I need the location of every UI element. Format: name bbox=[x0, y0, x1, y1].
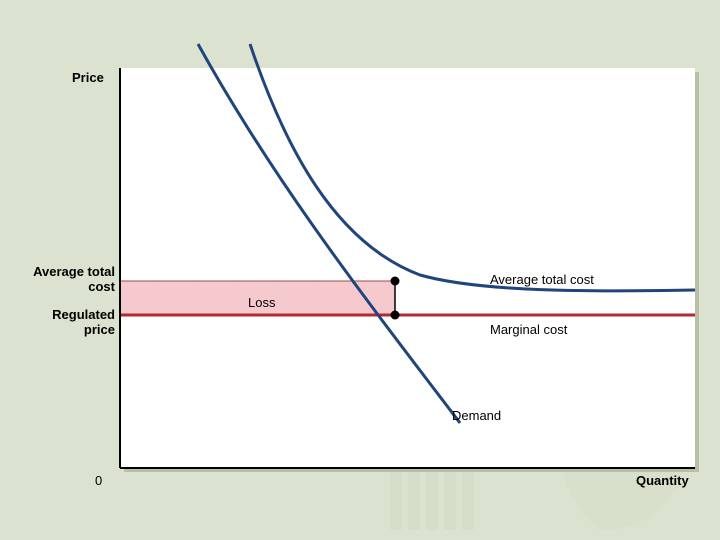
chart-svg bbox=[120, 68, 695, 468]
origin-label: 0 bbox=[95, 473, 102, 488]
demand-curve bbox=[198, 44, 460, 423]
y-axis-label: Price bbox=[72, 70, 104, 85]
atc-curve bbox=[250, 44, 695, 291]
point-mc bbox=[391, 311, 400, 320]
x-axis-label: Quantity bbox=[636, 473, 689, 488]
regulated-axis-label-text: Regulatedprice bbox=[52, 307, 115, 337]
plot-area bbox=[120, 68, 695, 468]
loss-label: Loss bbox=[248, 295, 275, 310]
mc-curve-label: Marginal cost bbox=[490, 322, 567, 337]
atc-axis-label: Average totalcost bbox=[23, 265, 115, 295]
regulated-axis-label: Regulatedprice bbox=[48, 308, 115, 338]
demand-curve-label: Demand bbox=[452, 408, 501, 423]
page: Price Average totalcost Regulatedprice 0… bbox=[0, 0, 720, 540]
point-atc bbox=[391, 277, 400, 286]
atc-curve-label: Average total cost bbox=[490, 272, 594, 287]
atc-axis-label-text: Average totalcost bbox=[33, 264, 115, 294]
